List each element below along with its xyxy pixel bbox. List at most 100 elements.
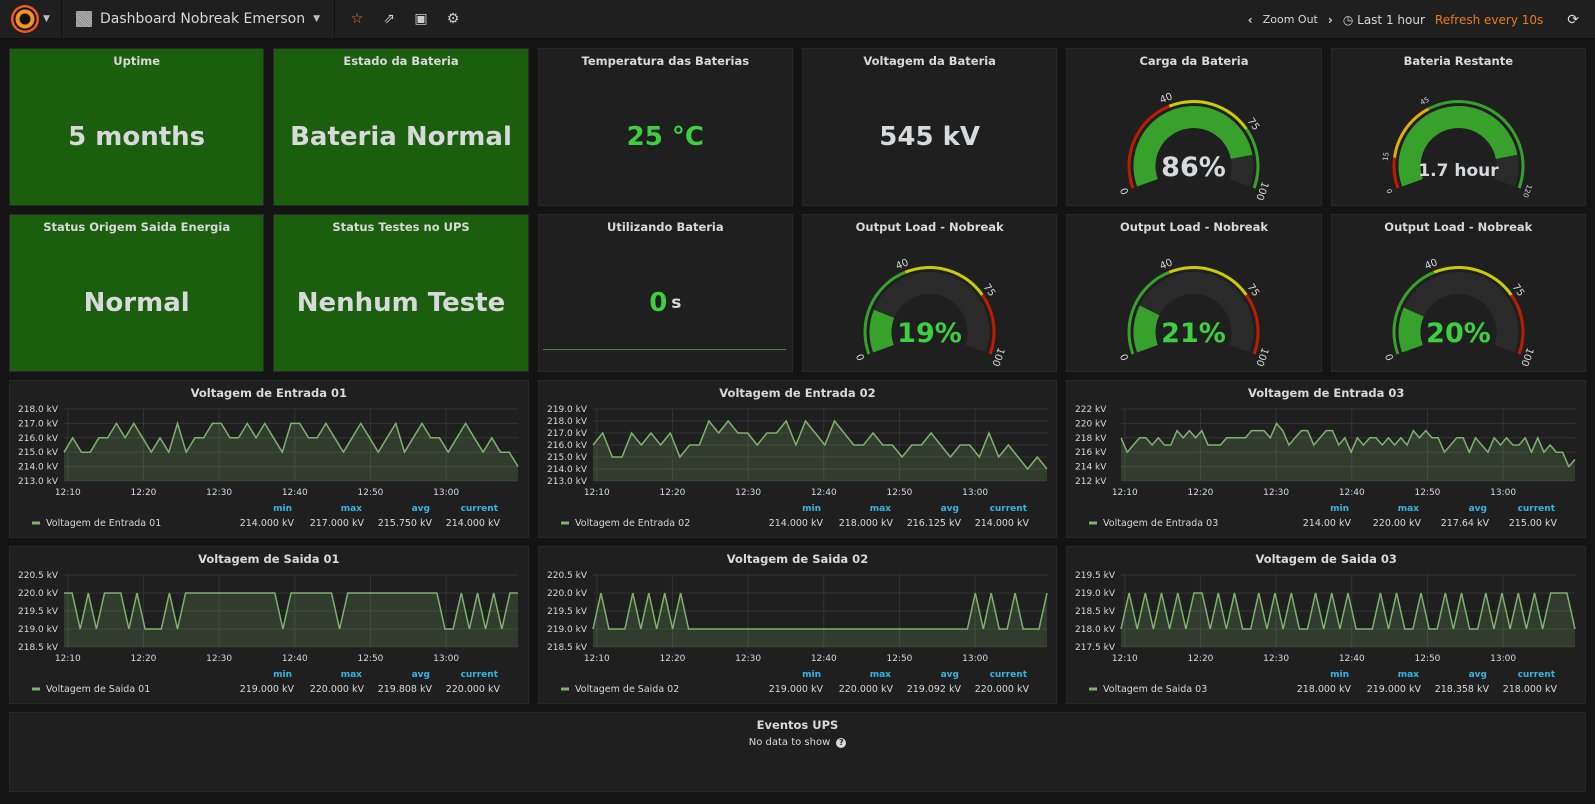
legend-header-avg[interactable]: avg: [412, 504, 430, 514]
legend-header-min[interactable]: min: [273, 504, 292, 514]
y-tick-label: 219.0 kV: [547, 625, 588, 635]
graph-panel-entrada-01: Voltagem de Entrada 01 213.0 kV 214.0 kV 21…: [9, 380, 529, 538]
legend-header-max[interactable]: max: [869, 670, 890, 680]
x-tick-label: 12:40: [810, 488, 836, 498]
legend-header-max[interactable]: max: [341, 670, 362, 680]
y-tick-label: 216 kV: [1075, 448, 1107, 458]
save-icon[interactable]: ▣: [414, 11, 428, 27]
legend-value-avg: 216.125 kV: [906, 518, 961, 529]
legend-header-avg[interactable]: avg: [412, 670, 430, 680]
gauge-value-bar: [1133, 305, 1160, 353]
gauge-track: [1398, 272, 1519, 353]
gauge-chart: 0 15 45 120 1.7 hour: [1381, 96, 1533, 199]
dashboard-picker[interactable]: Dashboard Nobreak Emerson ▼: [62, 0, 336, 39]
time-forward-chevron-icon[interactable]: ›: [1327, 12, 1333, 27]
legend-header-current[interactable]: current: [989, 670, 1027, 680]
gauge-tick-label: 40: [1423, 257, 1439, 272]
legend-header-min[interactable]: min: [1330, 670, 1349, 680]
legend-header-current[interactable]: current: [461, 504, 499, 514]
stat-value: Nenhum Teste: [296, 288, 506, 318]
legend-header-current[interactable]: current: [461, 670, 499, 680]
x-tick-label: 12:10: [583, 654, 609, 664]
gauge-tick-label: 40: [1159, 91, 1175, 106]
x-tick-label: 12:40: [1339, 488, 1365, 498]
legend-series-name[interactable]: Voltagem de Entrada 03: [1103, 518, 1218, 529]
legend-series-name[interactable]: Voltagem de Entrada 01: [46, 518, 161, 529]
refresh-icon[interactable]: ⟳: [1567, 11, 1579, 28]
star-icon[interactable]: ☆: [350, 11, 364, 27]
legend-header-min[interactable]: min: [273, 670, 292, 680]
caret-down-icon: ▼: [313, 14, 321, 24]
gauge-threshold-band: [1392, 107, 1430, 158]
stat-value: Normal: [83, 288, 190, 318]
help-icon[interactable]: ?: [836, 738, 847, 748]
series-line: [63, 420, 519, 467]
panel-title: Utilizando Bateria: [607, 220, 724, 234]
y-tick-label: 218.0 kV: [547, 417, 588, 427]
table-panel-eventos-ups: Eventos UPS No data to show?: [9, 712, 1586, 792]
y-tick-label: 216.0 kV: [18, 434, 59, 444]
refresh-interval[interactable]: Refresh every 10s: [1434, 12, 1544, 27]
legend-value-max: 220.00 kV: [1373, 518, 1422, 529]
x-tick-label: 13:00: [1490, 488, 1516, 498]
share-icon[interactable]: ⇗: [383, 11, 395, 27]
settings-gear-icon[interactable]: ⚙: [446, 11, 460, 27]
legend-header-current[interactable]: current: [1518, 504, 1556, 514]
time-back-chevron-icon[interactable]: ‹: [1247, 12, 1253, 27]
stat-panel-utilizando-bateria: Utilizando Bateria 0 s: [537, 214, 793, 372]
legend-value-avg: 219.092 kV: [906, 684, 961, 695]
stat-panel-uptime: Uptime 5 months: [9, 48, 265, 206]
gauge-threshold-band: [1392, 157, 1399, 189]
time-picker[interactable]: ◷ Last 1 hour: [1343, 13, 1425, 27]
gauge-value: 21%: [1162, 318, 1227, 349]
gauge-tick-label: 15: [1381, 152, 1390, 162]
legend-series-name[interactable]: Voltagem de Saida 03: [1103, 684, 1207, 695]
legend-header-current[interactable]: current: [1518, 670, 1556, 680]
legend-header-max[interactable]: max: [1398, 670, 1419, 680]
legend-header-max[interactable]: max: [869, 504, 890, 514]
gauge-track: [869, 272, 990, 353]
y-tick-label: 220.0 kV: [18, 589, 59, 599]
legend-header-avg[interactable]: avg: [940, 670, 958, 680]
gauge-threshold-band: [981, 294, 996, 355]
grafana-logo-icon: [11, 5, 40, 33]
y-tick-label: 216.0 kV: [547, 441, 588, 451]
gauge-tick-label: 0: [855, 352, 868, 362]
legend-series-name[interactable]: Voltagem de Saida 02: [575, 684, 679, 695]
legend-value-current: 218.000 kV: [1503, 684, 1558, 695]
panel-title: Voltagem de Entrada 02: [719, 386, 876, 400]
legend-header-current[interactable]: current: [989, 504, 1027, 514]
legend-header-min[interactable]: min: [1330, 504, 1349, 514]
series-area: [592, 593, 1047, 647]
y-tick-label: 217.0 kV: [18, 419, 59, 429]
panel-title: Status Testes no UPS: [332, 220, 470, 234]
legend-header-max[interactable]: max: [1398, 504, 1419, 514]
gauge-tick-label: 45: [1419, 96, 1431, 107]
stat-panel-temperatura: Temperatura das Baterias 25 °C: [537, 48, 793, 206]
gauge-tick-label: 0: [1384, 352, 1397, 362]
legend-header-max[interactable]: max: [341, 504, 362, 514]
legend-header-avg[interactable]: avg: [1469, 670, 1487, 680]
legend-header-min[interactable]: min: [802, 670, 821, 680]
legend-header-avg[interactable]: avg: [940, 504, 958, 514]
x-tick-label: 12:30: [735, 488, 761, 498]
sparkline: [542, 349, 786, 350]
x-tick-label: 12:40: [282, 488, 308, 498]
legend-series-name[interactable]: Voltagem de Entrada 02: [575, 518, 690, 529]
legend-series-name[interactable]: Voltagem de Saida 01: [46, 684, 150, 695]
legend-header-avg[interactable]: avg: [1469, 504, 1487, 514]
zoom-out-button[interactable]: Zoom Out: [1262, 13, 1318, 26]
grafana-menu-button[interactable]: ▼: [0, 0, 62, 39]
x-tick-label: 12:30: [206, 488, 232, 498]
y-tick-label: 219.0 kV: [18, 625, 59, 635]
gauge-threshold-band: [1245, 128, 1260, 189]
legend-header-min[interactable]: min: [802, 504, 821, 514]
graph-panel-saida-01: Voltagem de Saida 01 218.5 kV 219.0 kV 219.…: [9, 546, 529, 704]
panel-title: Voltagem da Bateria: [863, 54, 996, 68]
x-tick-label: 12:40: [1339, 654, 1365, 664]
gauge-panel-carga-bateria: Carga da Bateria 0 40 75 100 86%: [1066, 48, 1322, 206]
gauge-value: 86%: [1162, 152, 1227, 183]
gauge-value-bar: [1133, 106, 1253, 187]
